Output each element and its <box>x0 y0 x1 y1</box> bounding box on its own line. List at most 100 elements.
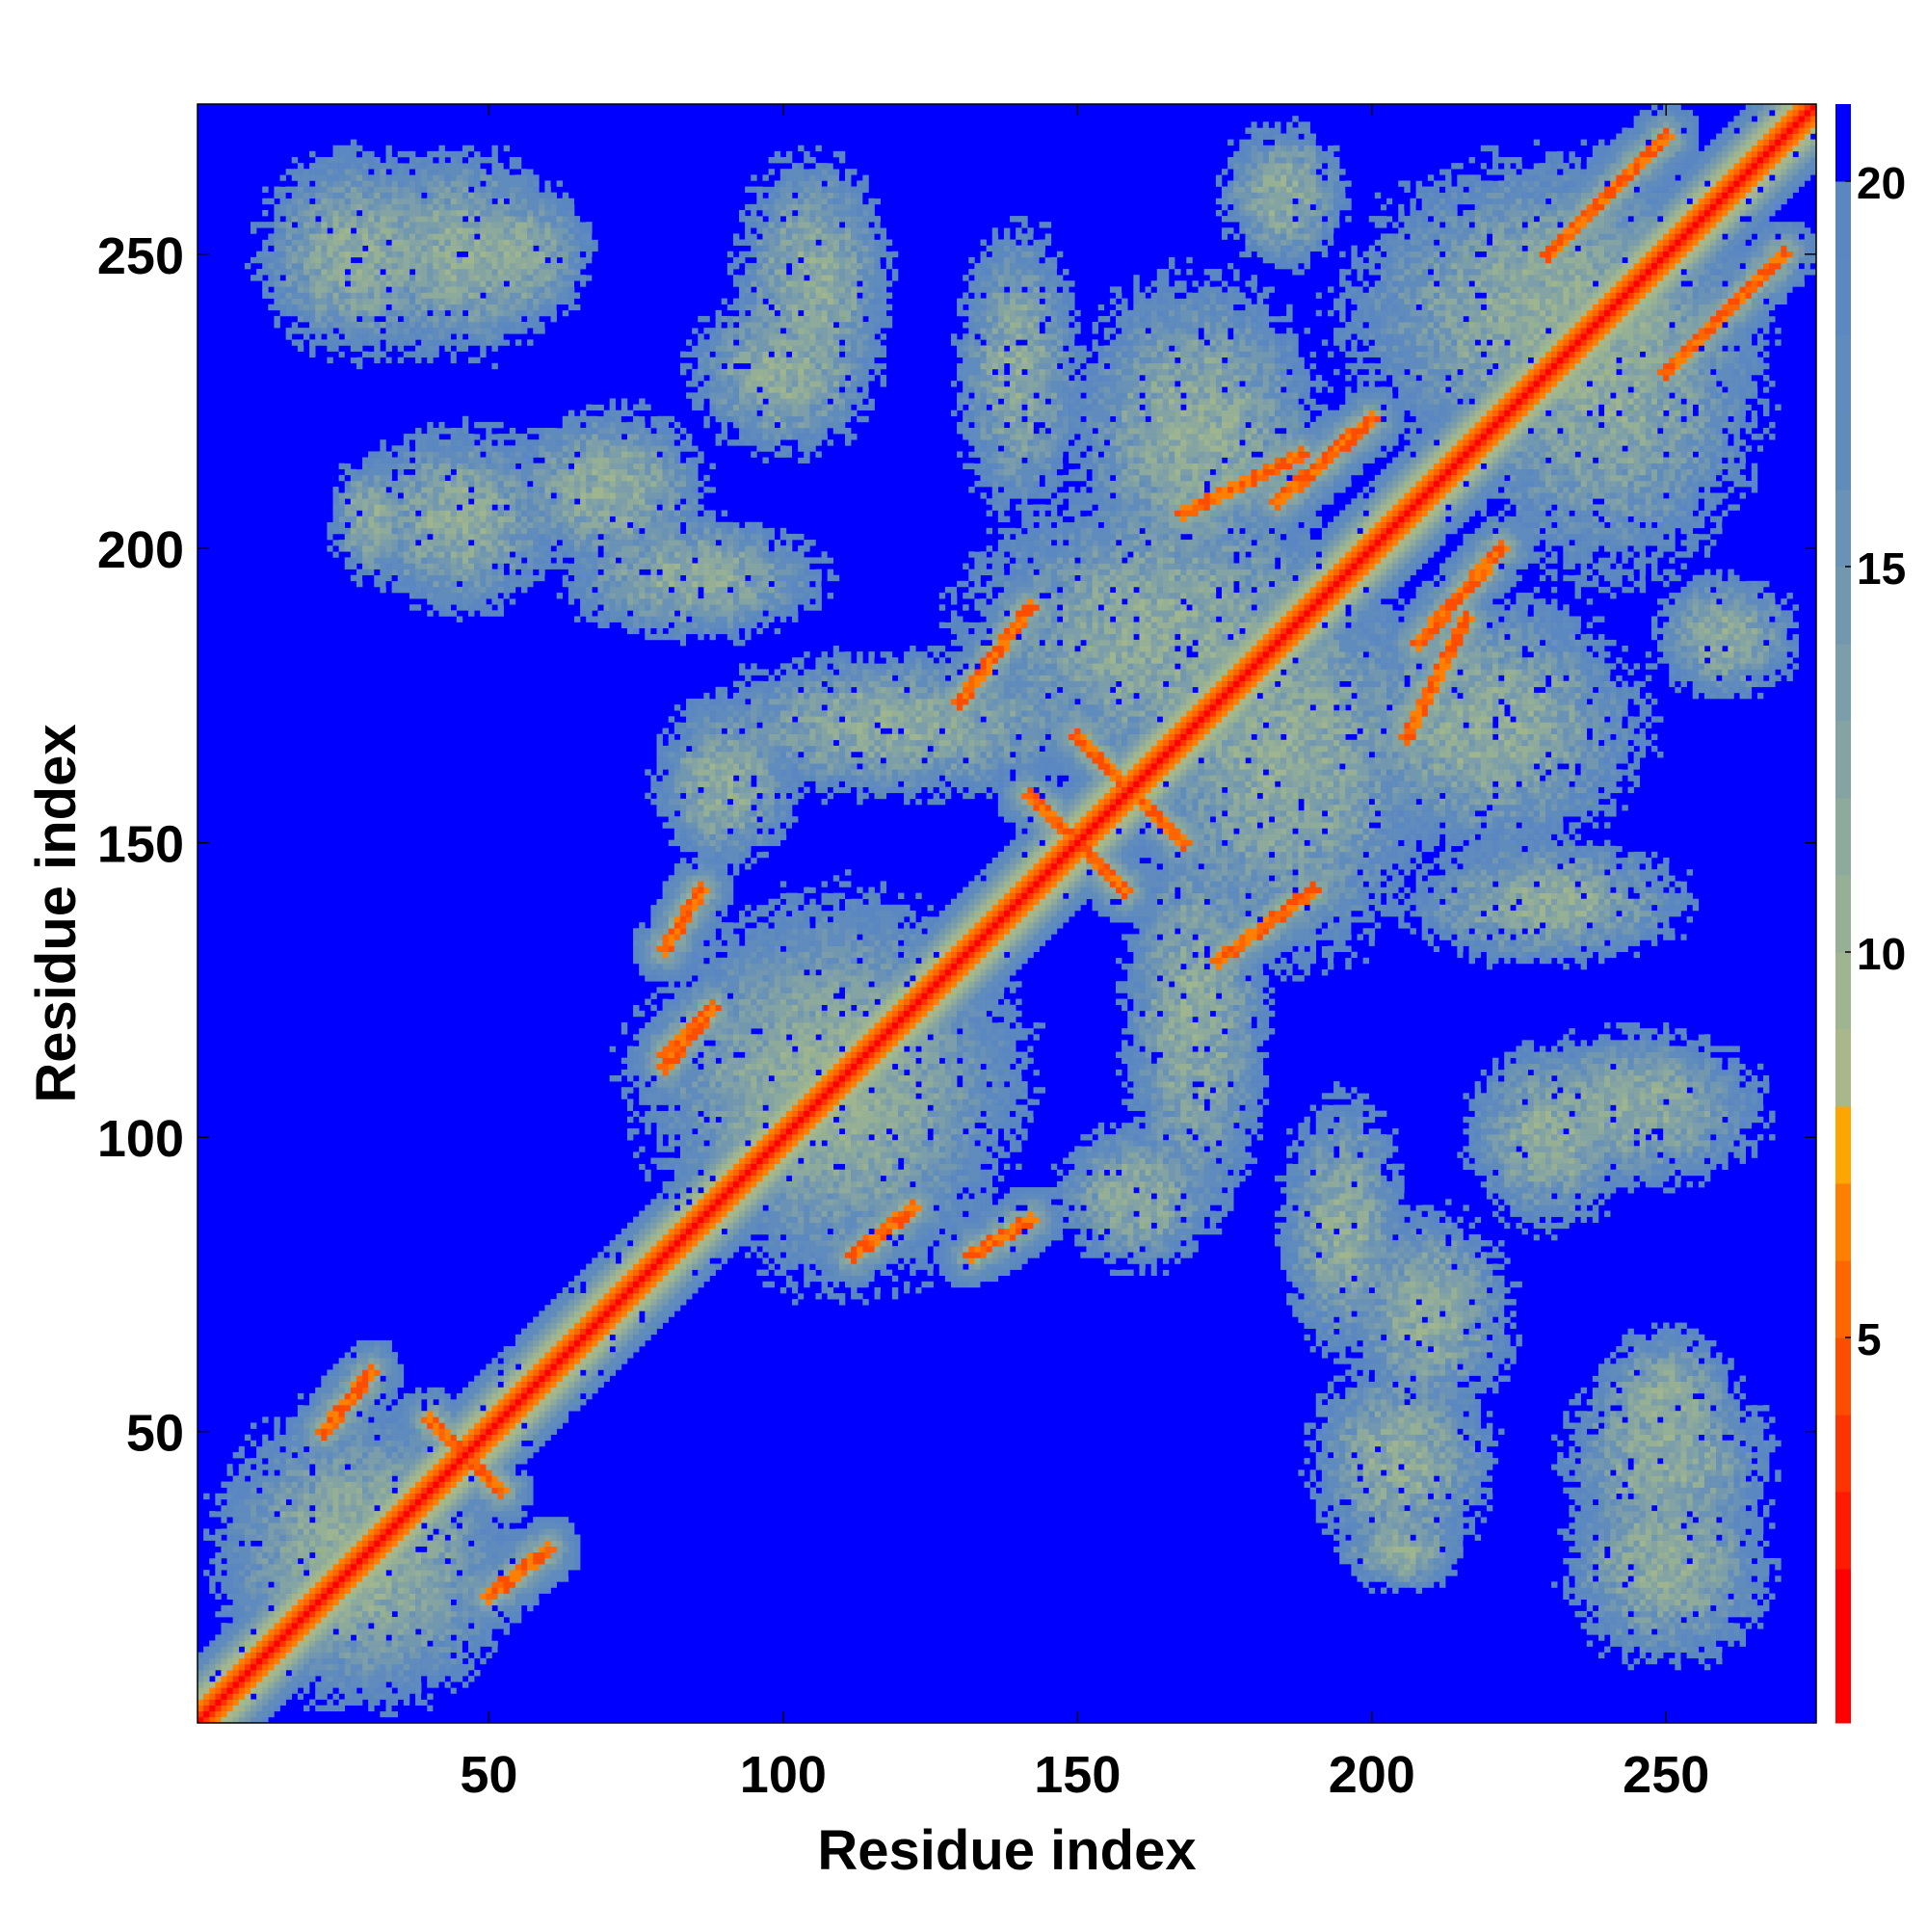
heatmap-cell <box>232 1581 240 1588</box>
heatmap-cell <box>391 1551 399 1559</box>
heatmap-cell <box>491 1464 498 1470</box>
heatmap-cell <box>509 1428 516 1435</box>
heatmap-cell <box>391 540 399 546</box>
heatmap-cell <box>385 1617 392 1624</box>
heatmap-cell <box>356 309 363 317</box>
heatmap-cell <box>356 1670 363 1677</box>
heatmap-cell <box>456 362 463 370</box>
heatmap-cell <box>497 1623 504 1629</box>
heatmap-cell <box>344 298 352 305</box>
heatmap-cell <box>503 333 511 340</box>
heatmap-cell <box>450 1511 458 1518</box>
heatmap-cell <box>380 1399 386 1406</box>
heatmap-cell <box>209 1599 216 1606</box>
heatmap-cell <box>421 1640 428 1647</box>
heatmap-cell <box>480 1375 487 1382</box>
heatmap-cell <box>362 1634 369 1641</box>
heatmap-cell <box>315 275 322 281</box>
heatmap-cell <box>421 286 428 293</box>
heatmap-cell <box>332 298 339 305</box>
heatmap-cell <box>427 1517 434 1523</box>
heatmap-cell <box>486 275 492 281</box>
heatmap-cell <box>509 1434 516 1442</box>
heatmap-cell <box>198 1657 204 1665</box>
heatmap-cell <box>450 180 458 187</box>
heatmap-cell <box>503 474 511 482</box>
heatmap-cell <box>362 563 369 569</box>
heatmap-cell <box>291 304 299 311</box>
heatmap-cell <box>480 1440 487 1447</box>
heatmap-cell <box>327 1411 333 1417</box>
heatmap-cell <box>380 1551 386 1559</box>
heatmap-cell <box>303 315 310 323</box>
heatmap-cell <box>397 292 405 299</box>
heatmap-cell <box>268 1469 275 1476</box>
heatmap-cell <box>279 1451 286 1459</box>
heatmap-cell <box>486 309 492 317</box>
heatmap-cell <box>468 286 475 293</box>
heatmap-cell <box>480 1522 487 1529</box>
heatmap-cell <box>285 1517 293 1523</box>
heatmap-cell <box>462 1640 469 1647</box>
heatmap-cell <box>497 251 504 258</box>
heatmap-cell <box>232 1617 240 1624</box>
heatmap-cell <box>444 1434 451 1442</box>
heatmap-cell <box>462 1504 469 1512</box>
heatmap-cell <box>268 1599 275 1606</box>
heatmap-cell <box>497 1445 504 1453</box>
heatmap-cell <box>291 1464 299 1470</box>
heatmap-cell <box>327 492 333 499</box>
heatmap-cell <box>297 1593 304 1601</box>
heatmap-cell <box>521 492 528 499</box>
heatmap-cell <box>244 1604 251 1612</box>
heatmap-cell <box>338 1564 346 1571</box>
heatmap-cell <box>226 1564 233 1571</box>
heatmap-cell <box>315 1399 322 1406</box>
heatmap-cell <box>279 1663 286 1671</box>
heatmap-cell <box>238 1710 246 1718</box>
heatmap-cell <box>362 516 369 523</box>
heatmap-cell <box>356 1599 363 1606</box>
heatmap-cell <box>403 516 410 523</box>
heatmap-cell <box>368 504 375 511</box>
heatmap-cell <box>427 1511 434 1518</box>
heatmap-cell <box>503 1487 511 1495</box>
heatmap-cell <box>509 463 516 470</box>
heatmap-cell <box>344 1540 352 1548</box>
heatmap-cell <box>356 1475 363 1482</box>
heatmap-cell <box>427 333 434 340</box>
heatmap-cell <box>509 1517 516 1523</box>
heatmap-cell <box>327 1399 333 1406</box>
heatmap-cell <box>262 256 269 264</box>
heatmap-cell <box>303 1428 310 1435</box>
heatmap-cell <box>480 457 487 463</box>
heatmap-cell <box>285 1546 293 1553</box>
heatmap-cell <box>315 1434 322 1442</box>
heatmap-cell <box>315 1445 322 1453</box>
heatmap-cell <box>438 1546 445 1553</box>
heatmap-cell <box>444 1387 451 1394</box>
heatmap-cell <box>215 1570 222 1576</box>
heatmap-cell <box>297 1428 304 1435</box>
heatmap-cell <box>509 1528 516 1535</box>
heatmap-cell <box>303 203 310 211</box>
heatmap-cell <box>362 1599 369 1606</box>
heatmap-cell <box>450 351 458 357</box>
heatmap-cell <box>433 551 439 558</box>
heatmap-cell <box>509 1593 516 1601</box>
heatmap-cell <box>250 1534 257 1541</box>
heatmap-cell <box>380 1493 386 1500</box>
heatmap-cell <box>497 1504 504 1512</box>
heatmap-cell <box>503 1363 511 1370</box>
heatmap-cell <box>226 1493 233 1500</box>
heatmap-cell <box>344 1534 352 1541</box>
heatmap-cell <box>450 203 458 211</box>
heatmap-cell <box>279 1504 286 1512</box>
heatmap-cell <box>321 1551 328 1559</box>
heatmap-cell <box>297 1458 304 1465</box>
heatmap-cell <box>356 533 363 541</box>
heatmap-cell <box>474 1440 481 1447</box>
heatmap-cell <box>356 192 363 199</box>
heatmap-cell <box>521 521 528 529</box>
heatmap-cell <box>391 322 399 329</box>
